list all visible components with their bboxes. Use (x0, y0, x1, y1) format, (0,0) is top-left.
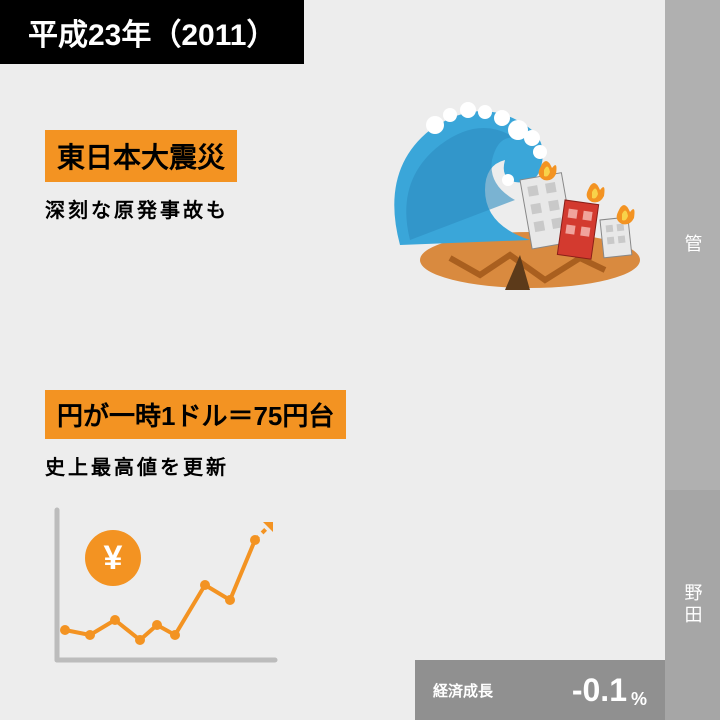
pm-name-2: 野田 (680, 583, 706, 627)
growth-value: -0.1 (572, 672, 627, 709)
label-text-2: 円が一時1ドル＝75円台 (57, 401, 334, 431)
disaster-svg (390, 90, 650, 290)
section-earthquake: 東日本大震災 深刻な原発事故も (45, 130, 237, 223)
yen-chart: ¥ (45, 500, 285, 680)
pm-block-kan: 管 (665, 0, 720, 490)
earthquake-label: 東日本大震災 (45, 130, 237, 182)
year-text: 平成23年（2011） (28, 19, 276, 52)
section-yen: 円が一時1ドル＝75円台 史上最高値を更新 ¥ (45, 390, 346, 680)
chart-svg (45, 500, 285, 680)
year-header: 平成23年（2011） (0, 0, 304, 64)
growth-unit: % (631, 689, 647, 710)
growth-box: 経済成長 -0.1 % (415, 660, 665, 720)
subtitle-text-1: 深刻な原発事故も (45, 200, 229, 222)
pm-sidebar: 管 野田 (665, 0, 720, 720)
yen-symbol: ¥ (104, 539, 123, 578)
growth-label: 経済成長 (433, 680, 493, 701)
pm-block-noda: 野田 (665, 490, 720, 720)
disaster-illustration (390, 90, 650, 290)
pm-name-1: 管 (680, 234, 706, 256)
yen-subtitle: 史上最高値を更新 (45, 451, 346, 480)
yen-badge-icon: ¥ (85, 530, 141, 586)
earthquake-subtitle: 深刻な原発事故も (45, 194, 237, 223)
subtitle-text-2: 史上最高値を更新 (45, 457, 229, 479)
label-text-1: 東日本大震災 (57, 142, 225, 173)
yen-label: 円が一時1ドル＝75円台 (45, 390, 346, 439)
